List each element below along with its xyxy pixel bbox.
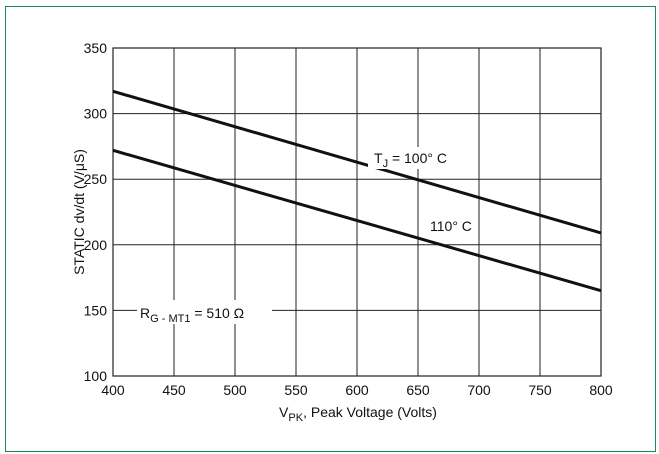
x-tick-label: 700 — [467, 382, 491, 398]
series-2-label-bg — [428, 216, 478, 236]
y-axis-label: STATIC dv/dt (V/μS) — [71, 149, 87, 275]
series-1-label-bg — [368, 147, 458, 169]
x-tick-label: 800 — [589, 382, 613, 398]
y-tick-label: 300 — [84, 106, 108, 122]
x-axis-label: VPK, Peak Voltage (Volts) — [279, 404, 437, 424]
y-tick-label: 100 — [84, 368, 108, 384]
x-tick-label: 600 — [345, 382, 369, 398]
x-tick-label: 400 — [101, 382, 125, 398]
series-2-label: 110° C — [430, 218, 472, 234]
x-tick-label: 450 — [162, 382, 186, 398]
series-line-2 — [112, 148, 602, 293]
x-tick-label: 500 — [223, 382, 247, 398]
x-tick-label: 650 — [406, 382, 430, 398]
annotation-label: RG - MT1 = 510 Ω — [140, 305, 244, 325]
series-lines — [112, 89, 602, 293]
series-1-label: TJ = 100° C — [374, 150, 447, 170]
x-tick-label: 550 — [284, 382, 308, 398]
x-tick-label: 750 — [528, 382, 552, 398]
y-tick-label: 250 — [84, 171, 108, 187]
y-tick-label: 200 — [84, 237, 108, 253]
series-line-1 — [112, 89, 602, 235]
annotation-bg — [137, 300, 272, 324]
y-tick-label: 350 — [84, 40, 108, 56]
y-tick-label: 150 — [84, 302, 108, 318]
tick-labels: 400 450 500 550 600 650 700 750 800 100 150 200 250 3… — [84, 40, 613, 398]
